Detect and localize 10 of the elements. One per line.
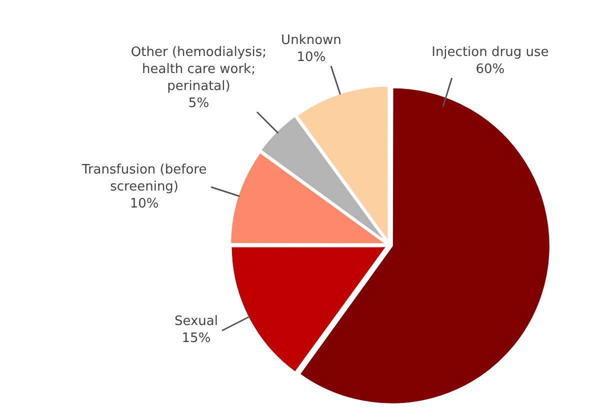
data-label: 10% [296,50,326,66]
slice-label: Other (hemodialysis; health care work; perinatal) [130,44,267,94]
slice-label: Transfusion (before screening) [80,162,207,194]
slice-label: Unknown [281,33,342,48]
slice-label: Injection drug use [432,44,549,60]
data-label: 10% [130,196,159,212]
data-label: 15% [182,331,211,346]
data-label: 60% [476,62,505,77]
slice-label: Sexual [174,314,218,330]
data-label: 5% [188,96,210,111]
